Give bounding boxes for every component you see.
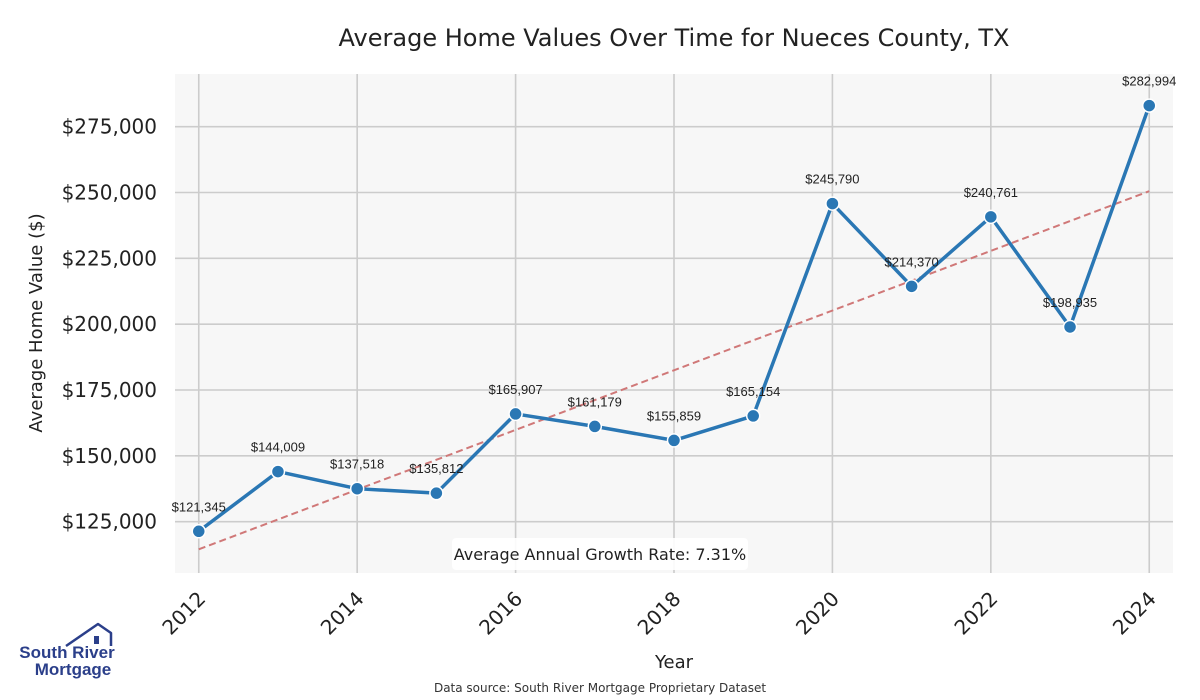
x-tick-label: 2020 [791,587,844,640]
data-label: $155,859 [647,408,701,423]
data-point [825,196,840,211]
y-tick-label: $275,000 [62,115,157,139]
x-axis-title: Year [654,652,694,673]
data-label: $121,345 [172,499,226,514]
growth-annotation-box [452,538,748,570]
data-point [904,279,919,294]
data-label: $137,518 [330,457,384,472]
y-tick-label: $175,000 [62,378,157,402]
x-tick-label: 2018 [633,587,686,640]
data-point [508,406,523,422]
data-point [1062,319,1078,335]
data-points [191,98,1157,539]
x-tick-labels: 2012 2014 2016 2018 2020 2022 2024 [157,587,1160,640]
growth-annotation: Average Annual Growth Rate: 7.31% [452,538,748,570]
data-label: $161,179 [568,394,622,409]
data-point [587,419,603,434]
x-tick-label: 2012 [157,587,210,640]
logo-line-1: South River [19,643,115,662]
x-tick-label: 2024 [1108,587,1161,640]
data-label: $214,370 [885,254,939,269]
house-door-icon [94,636,99,644]
data-labels: $121,345 $144,009 $137,518 $135,812 $165,907… [172,74,1177,515]
data-point [983,209,999,225]
data-label: $282,994 [1122,74,1176,89]
y-tick-label: $200,000 [62,312,157,336]
data-label: $245,790 [805,172,859,187]
data-source-note: Data source: South River Mortgage Propri… [434,681,766,695]
y-tick-label: $150,000 [62,444,157,468]
growth-annotation-text: Average Annual Growth Rate: 7.31% [454,545,746,564]
x-tick-label: 2014 [316,587,369,640]
house-roof-icon [65,622,113,648]
y-axis-title: Average Home Value ($) [26,213,47,432]
data-point [349,481,365,496]
y-tick-label: $125,000 [62,510,157,534]
y-tick-labels: $125,000 $150,000 $175,000 $200,000 $225,000… [62,115,157,534]
x-tick-label: 2022 [949,587,1002,640]
data-label: $144,009 [251,440,305,455]
logo-line-2: Mortgage [35,660,112,679]
data-point [429,485,444,501]
data-point [191,524,207,539]
data-label: $198,935 [1043,295,1097,310]
y-tick-label: $250,000 [62,180,157,204]
data-label: $240,761 [964,185,1018,200]
data-point [745,408,761,424]
data-point [666,433,682,448]
data-label: $165,154 [726,384,780,399]
y-tick-label: $225,000 [62,246,157,270]
company-logo: South River Mortgage [19,622,115,679]
data-point [1141,98,1157,113]
data-point [270,464,286,479]
data-label: $135,812 [409,461,463,476]
data-label: $165,907 [488,382,542,397]
y-gridlines [175,125,1173,523]
x-tick-label: 2016 [474,587,527,640]
chart-title: Average Home Values Over Time for Nueces… [339,24,1010,52]
